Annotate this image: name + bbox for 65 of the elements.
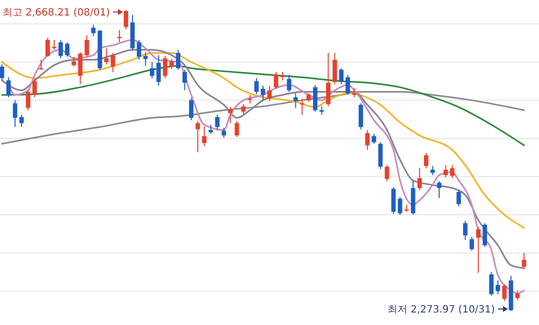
candlestick: [26, 90, 30, 111]
annotation: 최저 2,273.97 (10/31): [387, 304, 496, 316]
candlestick: [470, 236, 474, 252]
candlestick: [189, 97, 194, 121]
candlestick: [260, 85, 266, 101]
candlestick: [424, 152, 428, 169]
candlestick: [365, 130, 370, 150]
candlestick: [502, 284, 507, 302]
candlestick: [463, 220, 468, 240]
candlestick: [104, 48, 109, 65]
candlestick: [293, 92, 298, 108]
candlestick: [254, 78, 259, 95]
candlestick: [450, 164, 454, 179]
candlestick: [398, 196, 402, 216]
candlestick: [202, 126, 206, 147]
candlestick: [12, 100, 18, 128]
candlestick: [150, 62, 154, 79]
candlestick: [228, 106, 233, 124]
candlestick: [339, 68, 344, 85]
candlestick: [313, 84, 318, 112]
candlestick: [136, 39, 142, 60]
candlestick: [143, 52, 148, 66]
candlestick: [162, 55, 168, 79]
candlestick: [19, 114, 24, 128]
candlestick: [358, 102, 364, 130]
candlestick: [384, 164, 390, 182]
candlestick: [489, 272, 494, 296]
candlestick: [372, 133, 376, 144]
candlestick: [124, 10, 128, 30]
candlestick: [352, 88, 357, 98]
candlestick: [436, 180, 442, 198]
candlestick: [417, 168, 422, 191]
candlestick: [234, 120, 240, 138]
candlestick: [326, 52, 330, 107]
candlestick: [215, 114, 220, 131]
candlestick: [58, 39, 63, 59]
candlestick: [6, 76, 11, 98]
candlestick: [482, 222, 488, 248]
candlestick: [110, 52, 116, 73]
candlestick: [496, 280, 500, 295]
annotation: 최고 2,668.21 (08/01): [2, 8, 110, 18]
candlestick: [32, 78, 37, 98]
candlestick: [182, 69, 187, 91]
candlestick: [72, 56, 76, 68]
candlestick: [286, 74, 292, 92]
candlestick: [476, 226, 481, 274]
candlestick: [91, 24, 96, 37]
candlestick: [45, 37, 50, 58]
candlestick: [196, 120, 200, 153]
candlestick: [430, 165, 435, 176]
candlestick: [84, 34, 90, 58]
candlestick: [208, 124, 213, 134]
candlestick: [0, 64, 4, 81]
candlestick: [156, 54, 161, 86]
candlestick: [78, 52, 82, 85]
candlestick: [332, 52, 337, 85]
candlestick: [222, 127, 226, 138]
candlestick: [444, 164, 448, 178]
candlestick: [274, 72, 278, 90]
candlestick: [65, 42, 70, 58]
candlestick: [241, 104, 246, 114]
candlestick: [176, 49, 180, 70]
candlestick: [456, 190, 461, 207]
candlestick: [346, 74, 350, 96]
candlestick: [169, 58, 174, 70]
